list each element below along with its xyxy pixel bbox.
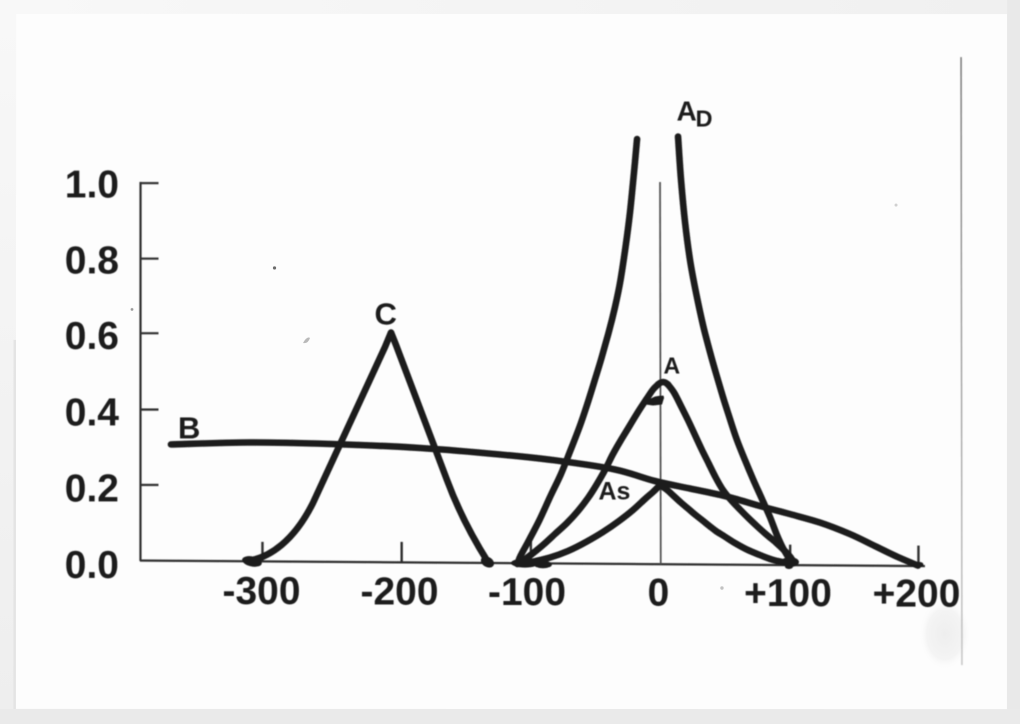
- svg-text:A: A: [677, 96, 697, 127]
- svg-text:A: A: [663, 353, 680, 379]
- svg-text:C: C: [375, 296, 397, 331]
- svg-text:0.6: 0.6: [65, 315, 119, 358]
- svg-text:-200: -200: [360, 570, 438, 613]
- svg-text:+100: +100: [744, 572, 832, 615]
- svg-text:0.8: 0.8: [65, 239, 119, 282]
- svg-text:+200: +200: [873, 573, 961, 616]
- svg-text:-100: -100: [488, 571, 566, 614]
- svg-text:-300: -300: [222, 570, 300, 613]
- svg-text:1.0: 1.0: [65, 163, 119, 206]
- svg-text:B: B: [178, 410, 200, 445]
- svg-text:0.0: 0.0: [65, 544, 119, 587]
- svg-text:0.2: 0.2: [65, 467, 119, 510]
- svg-text:0.4: 0.4: [65, 391, 120, 434]
- svg-text:0: 0: [648, 572, 670, 615]
- svg-text:D: D: [696, 106, 713, 132]
- svg-text:As: As: [598, 478, 630, 506]
